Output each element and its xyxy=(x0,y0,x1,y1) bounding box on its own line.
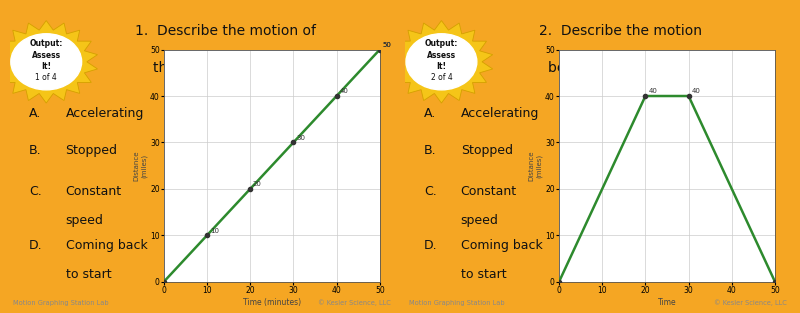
Text: A.: A. xyxy=(424,107,436,120)
Circle shape xyxy=(406,34,477,90)
Text: to start: to start xyxy=(461,268,506,281)
Text: 50: 50 xyxy=(382,42,391,48)
Text: © Kesler Science, LLC: © Kesler Science, LLC xyxy=(318,299,391,305)
Text: Accelerating: Accelerating xyxy=(66,107,144,120)
Text: Constant: Constant xyxy=(66,185,122,198)
Text: Stopped: Stopped xyxy=(461,144,513,157)
Text: A.: A. xyxy=(29,107,41,120)
Text: 2 of 4: 2 of 4 xyxy=(430,73,452,82)
Text: Assess: Assess xyxy=(32,51,61,59)
Text: 40: 40 xyxy=(339,88,348,94)
Text: 20: 20 xyxy=(253,181,262,187)
Text: speed: speed xyxy=(66,214,103,227)
Circle shape xyxy=(11,34,82,90)
Text: C.: C. xyxy=(29,185,42,198)
Text: D.: D. xyxy=(29,239,42,252)
Text: It!: It! xyxy=(41,62,51,71)
Text: C.: C. xyxy=(424,185,437,198)
Text: 40: 40 xyxy=(648,88,657,94)
Text: Coming back: Coming back xyxy=(66,239,147,252)
Text: 1.  Describe the motion of: 1. Describe the motion of xyxy=(135,24,316,38)
Text: Output:: Output: xyxy=(30,39,63,48)
Polygon shape xyxy=(0,21,98,103)
Text: Accelerating: Accelerating xyxy=(461,107,539,120)
Text: B.: B. xyxy=(424,144,437,157)
Y-axis label: Distance
(miles): Distance (miles) xyxy=(529,151,542,181)
Text: It!: It! xyxy=(436,62,446,71)
Text: © Kesler Science, LLC: © Kesler Science, LLC xyxy=(714,299,786,305)
Text: 2.  Describe the motion: 2. Describe the motion xyxy=(539,24,702,38)
Text: between 20 and 30s.: between 20 and 30s. xyxy=(548,61,694,75)
Text: Stopped: Stopped xyxy=(66,144,118,157)
Text: Motion Graphing Station Lab: Motion Graphing Station Lab xyxy=(409,300,504,305)
Text: 50: 50 xyxy=(382,42,391,48)
Text: to start: to start xyxy=(66,268,111,281)
X-axis label: Time: Time xyxy=(658,298,676,307)
Text: Coming back: Coming back xyxy=(461,239,542,252)
X-axis label: Time (minutes): Time (minutes) xyxy=(242,298,301,307)
Text: 10: 10 xyxy=(210,228,219,233)
Text: Assess: Assess xyxy=(427,51,456,59)
Text: D.: D. xyxy=(424,239,438,252)
Text: Motion Graphing Station Lab: Motion Graphing Station Lab xyxy=(14,300,109,305)
Text: 30: 30 xyxy=(296,135,305,141)
Text: Constant: Constant xyxy=(461,185,517,198)
Text: 40: 40 xyxy=(691,88,700,94)
Text: the car in this graph.: the car in this graph. xyxy=(153,61,298,75)
Text: speed: speed xyxy=(461,214,498,227)
Text: B.: B. xyxy=(29,144,42,157)
Text: Output:: Output: xyxy=(425,39,458,48)
Y-axis label: Distance
(miles): Distance (miles) xyxy=(134,151,147,181)
Text: 1 of 4: 1 of 4 xyxy=(35,73,57,82)
Polygon shape xyxy=(390,21,493,103)
